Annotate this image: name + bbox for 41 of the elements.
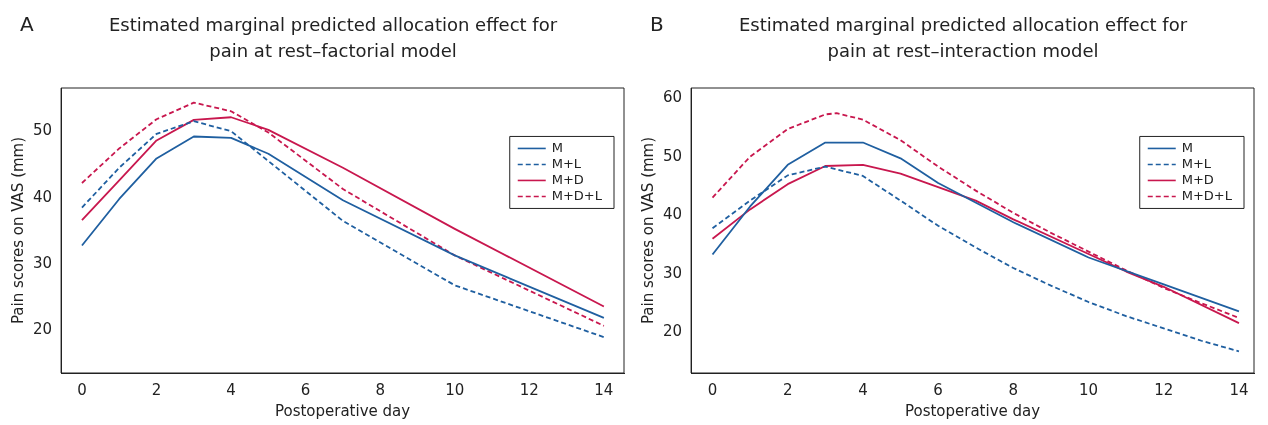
x-tick-label: 12 — [519, 380, 539, 399]
x-tick-label: 6 — [933, 380, 943, 399]
legend-label: M — [1181, 139, 1193, 155]
legend-label: M+D+L — [1181, 187, 1233, 203]
y-tick-label: 30 — [662, 263, 683, 282]
x-tick-label: 14 — [594, 380, 614, 399]
legend-label: M — [551, 139, 563, 155]
x-tick-label: 4 — [858, 380, 868, 399]
y-tick-label: 60 — [662, 87, 683, 106]
x-tick-label: 4 — [226, 380, 236, 399]
text: B — [650, 12, 664, 36]
y-tick-label: 30 — [32, 253, 53, 272]
legend-label: M+D — [1181, 171, 1214, 187]
legend-label: M+L — [1181, 155, 1212, 171]
x-tick-label: 0 — [707, 380, 718, 399]
x-tick-label: 8 — [375, 380, 385, 399]
x-tick-label: 2 — [782, 380, 793, 399]
chart-title: Estimated marginal predicted allocation effect for pain at rest–interaction model — [737, 13, 1189, 63]
x-tick-label: 12 — [1154, 380, 1174, 399]
x-tick-label: 2 — [151, 380, 162, 399]
y-tick-label: 50 — [32, 121, 53, 140]
x-tick-label: 8 — [1008, 380, 1019, 399]
y-tick-label: 20 — [32, 320, 53, 339]
y-tick-label: 40 — [32, 187, 53, 206]
x-tick-label: 0 — [77, 380, 87, 399]
y-tick-label: 40 — [662, 205, 683, 224]
text: A — [20, 12, 34, 36]
x-tick-label: 6 — [300, 380, 311, 399]
y-tick-label: 20 — [662, 322, 683, 341]
x-tick-label: 10 — [445, 380, 465, 399]
chart-title: Estimated marginal predicted allocation effect for pain at rest–factorial model — [107, 13, 559, 63]
x-axis-title: Postoperative day — [904, 401, 1041, 420]
y-axis-title: Pain scores on VAS (mm) — [638, 136, 657, 325]
x-axis-title: Postoperative day — [274, 401, 411, 420]
x-tick-label: 10 — [1079, 380, 1099, 399]
x-tick-label: 14 — [1229, 380, 1249, 399]
legend-label: M+L — [551, 155, 582, 171]
legend-label: M+D+L — [551, 187, 603, 203]
y-tick-label: 50 — [662, 146, 683, 165]
legend-label: M+D — [551, 171, 584, 187]
y-axis-title: Pain scores on VAS (mm) — [8, 136, 27, 325]
